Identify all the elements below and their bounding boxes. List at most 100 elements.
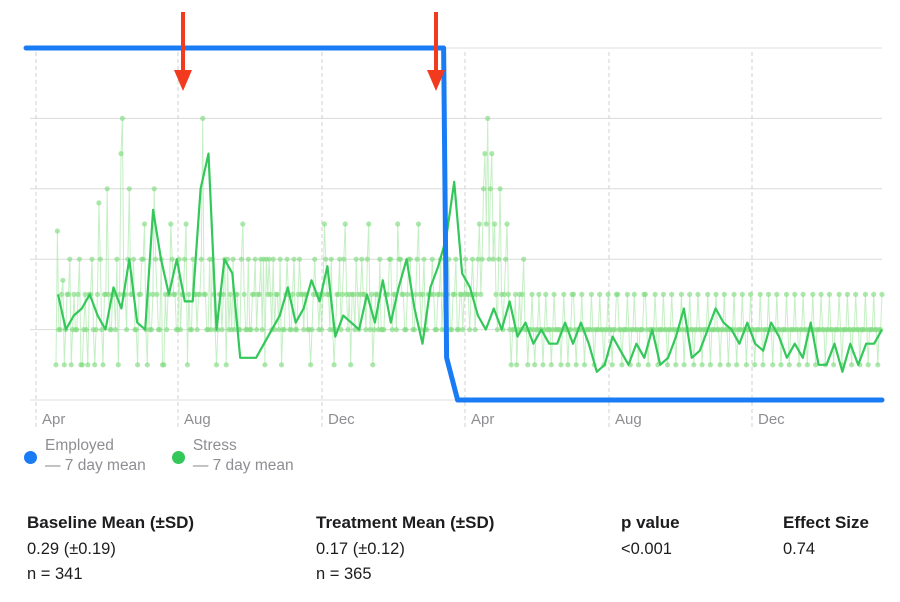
stress-point bbox=[404, 291, 410, 297]
stress-point bbox=[234, 291, 240, 297]
stress-point bbox=[252, 256, 258, 262]
stress-point bbox=[778, 362, 784, 368]
stat-baseline: Baseline Mean (±SD) 0.29 (±0.19) n = 341 bbox=[27, 512, 194, 587]
stress-point bbox=[281, 327, 287, 333]
stress-point bbox=[85, 362, 91, 368]
stress-point bbox=[431, 291, 437, 297]
stress-point bbox=[421, 256, 427, 262]
stress-point bbox=[504, 221, 510, 227]
stress-point bbox=[151, 186, 157, 192]
stat-title: Baseline Mean (±SD) bbox=[27, 513, 195, 532]
stress-point bbox=[492, 221, 498, 227]
stress-point bbox=[130, 256, 137, 262]
stress-point bbox=[407, 256, 413, 262]
stat-value: 0.29 (±0.19) bbox=[27, 540, 116, 558]
stress-point bbox=[505, 291, 511, 297]
stress-point bbox=[413, 291, 419, 297]
stress-point bbox=[752, 362, 758, 368]
stress-point bbox=[148, 327, 155, 333]
stress-point bbox=[433, 327, 440, 333]
stress-point bbox=[420, 291, 426, 297]
stress-point bbox=[108, 327, 114, 333]
stress-point bbox=[290, 291, 296, 297]
stress-point bbox=[660, 291, 667, 297]
stress-point bbox=[366, 221, 372, 227]
stress-point bbox=[496, 256, 502, 262]
stress-point bbox=[323, 256, 329, 262]
stress-point bbox=[512, 291, 519, 297]
employed-dot-icon bbox=[24, 451, 37, 464]
stress-point bbox=[493, 291, 499, 297]
stress-point bbox=[774, 291, 780, 297]
stress-point bbox=[294, 327, 300, 333]
stress-point bbox=[301, 327, 307, 333]
stat-n: n = 341 bbox=[27, 565, 83, 583]
stress-point bbox=[200, 115, 206, 121]
stress-point bbox=[449, 327, 455, 333]
stress-point bbox=[169, 256, 175, 262]
stress-point bbox=[453, 256, 459, 262]
stress-point bbox=[126, 186, 132, 192]
stat-effect-size: Effect Size 0.74 bbox=[783, 512, 869, 562]
stress-point bbox=[508, 362, 514, 368]
stress-point bbox=[241, 291, 247, 297]
stress-point bbox=[338, 327, 344, 333]
stress-point bbox=[588, 291, 595, 297]
stress-point bbox=[494, 327, 500, 333]
x-tick-label: Dec bbox=[328, 411, 355, 428]
stress-point bbox=[227, 291, 233, 297]
stress-point bbox=[309, 327, 315, 333]
stress-point bbox=[157, 327, 163, 333]
stress-point bbox=[194, 327, 200, 333]
stress-point bbox=[266, 256, 272, 262]
stress-point bbox=[548, 362, 554, 368]
stress-point bbox=[262, 362, 268, 368]
stress-point bbox=[342, 221, 348, 227]
stress-point bbox=[198, 256, 204, 262]
stress-point bbox=[371, 327, 377, 333]
stress-point bbox=[189, 327, 195, 333]
stress-point bbox=[485, 115, 491, 121]
stress-point bbox=[274, 291, 280, 297]
stress-point bbox=[291, 256, 297, 262]
stress-point bbox=[202, 291, 208, 297]
stress-point bbox=[238, 256, 244, 262]
stress-point bbox=[640, 327, 646, 333]
stress-point bbox=[389, 327, 395, 333]
stress-point bbox=[368, 291, 375, 297]
stress-point bbox=[472, 327, 478, 333]
stress-point bbox=[400, 291, 406, 297]
stress-point bbox=[451, 291, 458, 297]
stress-point bbox=[521, 256, 527, 262]
stress-point bbox=[54, 228, 61, 234]
stress-point bbox=[879, 291, 885, 297]
stress-point bbox=[100, 362, 106, 368]
stress-point bbox=[415, 221, 422, 227]
x-axis-ticks: Apr Aug Dec Apr Aug Dec bbox=[42, 411, 785, 428]
stress-point bbox=[220, 291, 226, 297]
stress-point bbox=[568, 327, 574, 333]
stat-treatment: Treatment Mean (±SD) 0.17 (±0.12) n = 36… bbox=[316, 512, 494, 587]
stress-point bbox=[818, 291, 824, 297]
stress-point bbox=[411, 327, 417, 333]
stress-point bbox=[240, 221, 246, 227]
stress-point bbox=[197, 291, 203, 297]
stress-point bbox=[717, 362, 723, 368]
stress-dot-icon bbox=[171, 451, 185, 464]
stress-point bbox=[182, 256, 188, 262]
stat-title: p value bbox=[621, 513, 680, 532]
stress-point bbox=[114, 256, 120, 262]
arrow-down-icon bbox=[427, 70, 445, 91]
stress-point bbox=[721, 291, 727, 297]
stress-point bbox=[609, 362, 615, 368]
stress-point bbox=[615, 291, 621, 297]
stress-point bbox=[597, 291, 603, 297]
stress-point bbox=[348, 362, 354, 368]
stress-point bbox=[393, 327, 399, 333]
stress-point bbox=[350, 291, 357, 297]
stress-point bbox=[478, 291, 484, 297]
stress-point bbox=[341, 256, 347, 262]
stress-point bbox=[414, 256, 420, 262]
stress-point bbox=[251, 291, 257, 297]
stress-point bbox=[172, 291, 178, 297]
